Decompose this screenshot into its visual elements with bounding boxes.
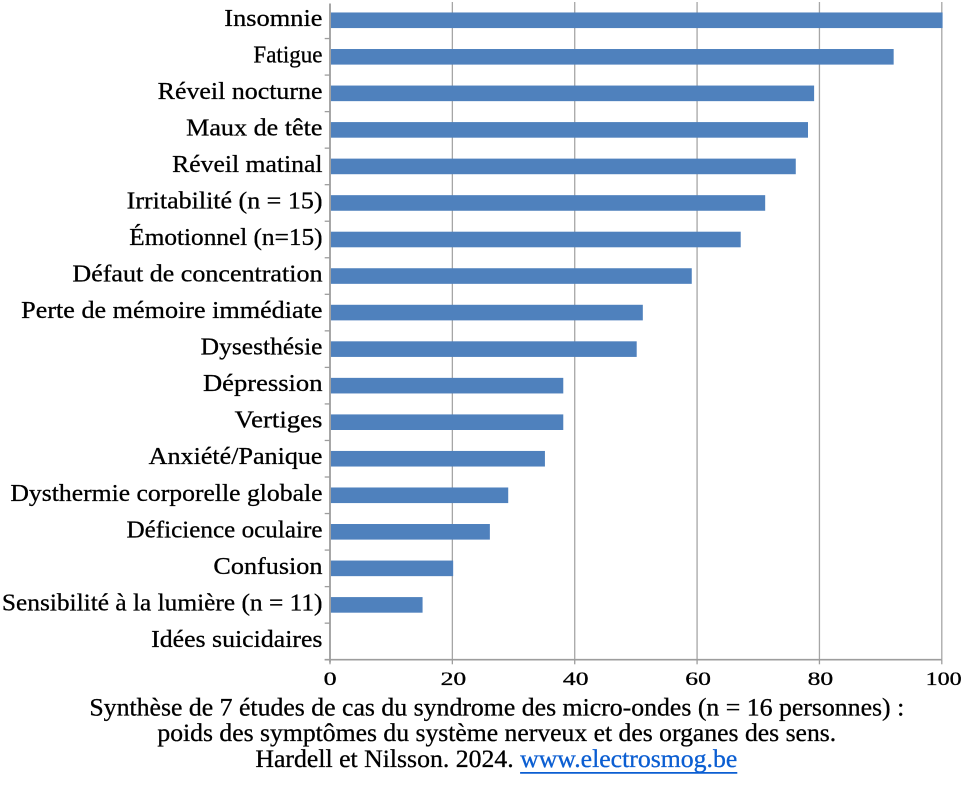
svg-text:40: 40 [563,669,589,690]
svg-text:Sensibilité à la lumière (n =: Sensibilité à la lumière (n = 11) [2,589,323,616]
svg-text:Fatigue: Fatigue [253,41,322,68]
svg-text:0: 0 [324,669,337,690]
svg-text:60: 60 [685,669,711,690]
svg-text:Insomnie: Insomnie [224,5,322,32]
svg-text:Synthèse de 7 études de cas du: Synthèse de 7 études de cas du syndrome … [89,694,904,721]
svg-text:Déficience oculaire: Déficience oculaire [127,516,323,543]
svg-text:Dysesthésie: Dysesthésie [201,334,323,361]
svg-text:Anxiété/Panique: Anxiété/Panique [149,443,323,470]
svg-text:Dépression: Dépression [203,370,323,397]
svg-text:80: 80 [808,669,834,690]
svg-text:Irritabilité (n = 15): Irritabilité (n = 15) [127,187,323,214]
svg-text:poids des symptômes du système: poids des symptômes du système nerveux e… [157,720,836,747]
svg-text:Confusion: Confusion [213,553,322,580]
svg-text:Idées suicidaires: Idées suicidaires [151,626,322,653]
svg-text:Dysthermie corporelle globale: Dysthermie corporelle globale [10,480,322,507]
svg-text:Réveil matinal: Réveil matinal [172,151,322,178]
svg-text:www.electrosmog.be: www.electrosmog.be [520,746,737,773]
svg-text:Perte de mémoire immédiate: Perte de mémoire immédiate [21,297,322,324]
svg-text:Défaut de concentration: Défaut de concentration [72,261,322,288]
svg-text:100: 100 [926,669,962,690]
svg-text:Maux de tête: Maux de tête [186,114,323,141]
svg-text:Réveil nocturne: Réveil nocturne [158,78,323,105]
svg-text:Émotionnel (n=15): Émotionnel (n=15) [129,223,322,251]
svg-text:20: 20 [441,669,467,690]
svg-text:Hardell et Nilsson. 2024.: Hardell et Nilsson. 2024. [255,746,513,773]
svg-text:Vertiges: Vertiges [235,407,323,434]
